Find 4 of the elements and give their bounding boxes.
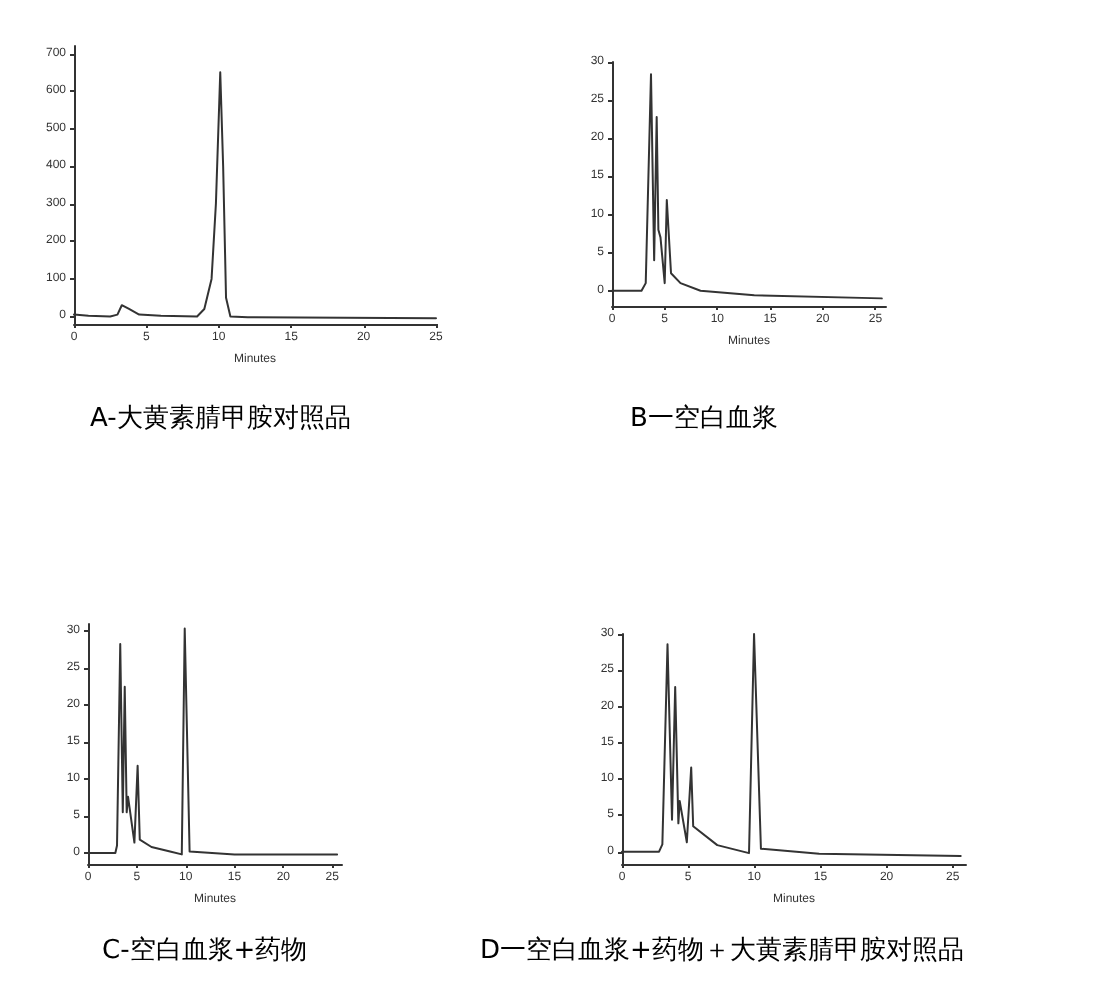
- text: D一空白血浆+药物＋大黄素腈甲胺对照品: [480, 936, 964, 966]
- text: C-空白血浆+药物: [102, 936, 308, 966]
- text: A-大黄素腈甲胺对照品: [90, 404, 351, 434]
- text: B一空白血浆: [630, 404, 778, 434]
